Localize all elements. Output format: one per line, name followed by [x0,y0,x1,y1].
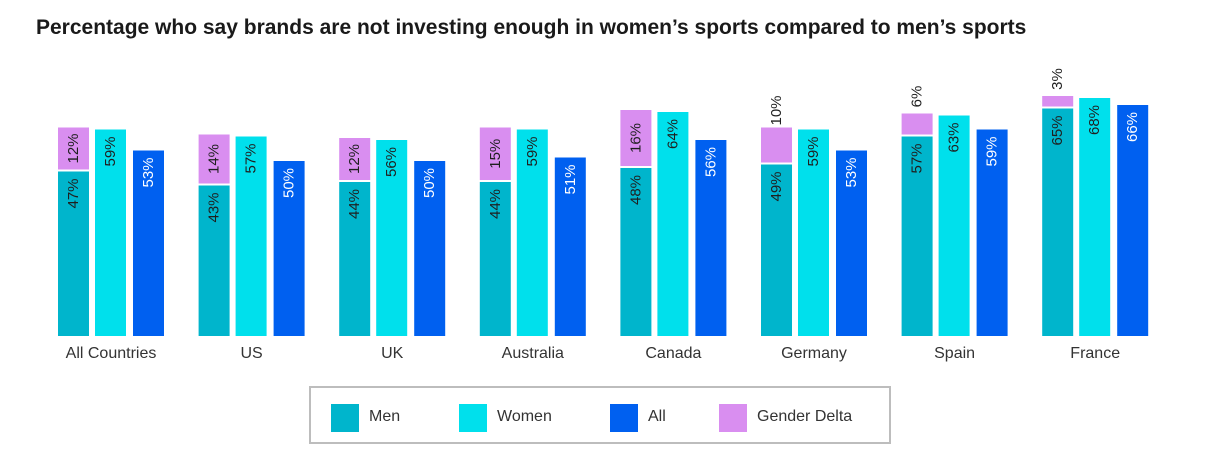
bar-all-5 [836,150,867,336]
label-gender-delta-2: 12% [346,144,363,174]
label-gender-delta-1: 14% [206,144,223,174]
bar-all-4 [695,140,727,336]
label-gender-delta-7: 3% [1049,68,1066,90]
bar-gender-delta-0 [58,127,89,170]
label-all-0: 53% [140,157,157,187]
label-men-6: 57% [909,143,926,173]
category-label-6: Spain [934,345,975,362]
label-women-5: 59% [805,136,822,166]
category-label-3: Australia [502,345,564,362]
bar-all-6 [976,129,1008,336]
bar-women-0 [95,129,126,336]
category-label-5: Germany [781,345,847,362]
label-women-7: 68% [1086,105,1103,135]
bar-gender-delta-5 [761,127,792,163]
bar-women-5 [798,129,829,336]
legend-label-women: Women [497,408,552,425]
bar-women-1 [235,136,267,336]
label-men-7: 65% [1049,115,1066,145]
bar-women-6 [938,115,970,336]
bar-all-0 [133,150,164,336]
legend-label-all: All [648,408,666,425]
label-all-4: 56% [702,147,719,177]
category-label-0: All Countries [66,345,157,362]
label-all-7: 66% [1124,112,1141,142]
bar-gender-delta-6 [901,113,933,135]
bar-men-1 [198,185,230,336]
label-all-5: 53% [843,157,860,187]
category-label-4: Canada [645,345,701,362]
label-all-1: 50% [281,168,298,198]
label-women-0: 59% [102,136,119,166]
label-men-0: 47% [65,178,82,208]
bar-men-4 [620,168,652,336]
chart-legend: Men Women All Gender Delta [309,386,891,444]
bar-women-3 [516,129,548,336]
bar-gender-delta-1 [198,134,230,184]
bar-gender-delta-4 [620,110,652,166]
legend-label-gender-delta: Gender Delta [757,408,853,425]
label-men-3: 44% [487,189,504,219]
bar-men-2 [339,182,371,336]
legend-swatch-gender-delta [719,404,747,432]
chart-title: Percentage who say brands are not invest… [36,16,1027,39]
label-men-5: 49% [768,171,785,201]
label-gender-delta-3: 15% [487,139,504,169]
label-men-2: 44% [346,189,363,219]
bar-men-3 [479,182,511,336]
label-all-3: 51% [562,164,579,194]
label-women-3: 59% [524,136,541,166]
label-all-2: 50% [421,168,438,198]
bar-chart: 47% 12% 59% 53% All Countries 43% 14% 57% 50% US 4… [58,68,1149,362]
category-label-2: UK [381,345,404,362]
bar-women-7 [1079,98,1111,336]
label-women-6: 63% [946,122,963,152]
bar-gender-delta-3 [479,127,511,180]
legend-swatch-women [459,404,487,432]
legend-label-men: Men [369,408,401,425]
bar-men-7 [1042,108,1074,336]
bar-men-5 [761,164,792,336]
bar-all-3 [554,157,586,336]
bar-women-4 [657,112,689,336]
label-men-1: 43% [206,192,223,222]
bar-all-1 [273,161,305,336]
bar-men-6 [901,136,933,336]
label-gender-delta-6: 6% [909,86,926,108]
category-label-1: US [240,345,262,362]
bar-gender-delta-7 [1042,96,1074,107]
label-gender-delta-4: 16% [627,123,644,153]
label-men-4: 48% [627,175,644,205]
label-women-1: 57% [243,143,260,173]
label-gender-delta-5: 10% [768,95,785,125]
legend-swatch-men [331,404,359,432]
label-women-2: 56% [383,147,400,177]
legend-swatch-all [610,404,638,432]
category-label-7: France [1070,345,1120,362]
bar-women-2 [376,140,408,336]
bar-all-2 [414,161,446,336]
label-gender-delta-0: 12% [65,133,82,163]
bar-gender-delta-2 [339,138,371,180]
label-women-4: 64% [664,119,681,149]
bar-all-7 [1117,105,1149,336]
bar-men-0 [58,171,89,336]
label-all-6: 59% [984,136,1001,166]
